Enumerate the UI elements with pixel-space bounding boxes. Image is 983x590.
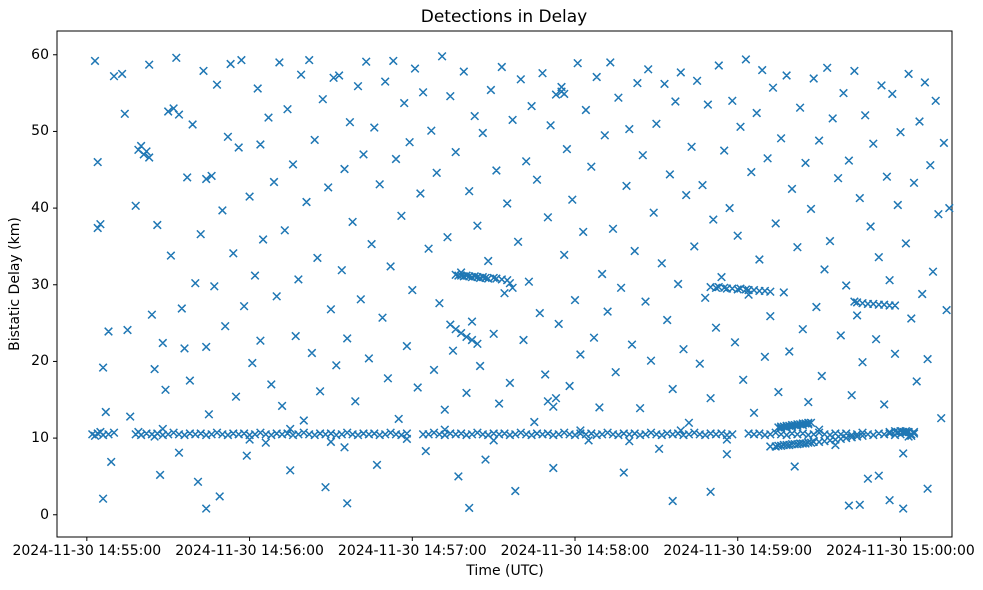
scatter-markers-track_31km: [451, 270, 517, 293]
scatter-markers-background_detections: [90, 51, 954, 513]
scatter-markers-baseline_band_10p5km: [87, 426, 919, 441]
x-tick-label: 2024-11-30 14:58:00: [500, 543, 650, 559]
scatter-markers-track_rising_9km: [765, 431, 867, 451]
x-tick-label: 2024-11-30 14:59:00: [663, 543, 813, 559]
x-axis-label: Time (UTC): [466, 563, 544, 579]
scatter-markers-track_27p5km: [850, 297, 900, 310]
x-tick-label: 2024-11-30 14:57:00: [337, 543, 487, 559]
y-tick-label: 60: [31, 46, 49, 63]
y-axis-label: Bistatic Delay (km): [7, 217, 23, 351]
y-tick-label: 0: [40, 506, 49, 523]
y-tick-label: 40: [31, 200, 49, 217]
y-tick-label: 20: [31, 353, 49, 370]
scatter-markers-track_12km: [774, 418, 816, 433]
y-tick-label: 50: [31, 123, 49, 140]
chart-title: Detections in Delay: [420, 7, 588, 27]
y-tick-label: 10: [31, 430, 49, 447]
x-tick-label: 2024-11-30 14:56:00: [175, 543, 324, 559]
x-tick-label: 2024-11-30 14:55:00: [12, 543, 162, 559]
plot-spines: [56, 30, 953, 538]
x-tick-label: 2024-11-30 15:00:00: [826, 543, 975, 559]
y-tick-label: 30: [31, 276, 49, 293]
scatter-markers-track_29p5km: [706, 282, 775, 297]
